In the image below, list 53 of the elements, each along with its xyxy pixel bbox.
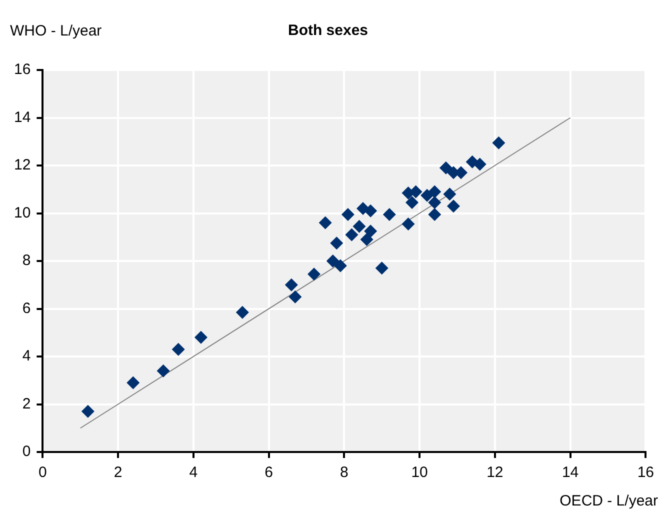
point [473, 158, 486, 171]
point [341, 208, 354, 221]
x-tick-label: 4 [189, 464, 198, 482]
point [345, 228, 358, 242]
point [428, 185, 442, 198]
x-tick-label: 16 [637, 464, 654, 482]
y-tick-label: 0 [22, 443, 31, 460]
point [308, 268, 321, 281]
chart-title: Both sexes [288, 22, 368, 40]
x-tick-label: 0 [38, 464, 47, 482]
point [126, 376, 140, 390]
x-tick-label: 8 [340, 464, 348, 482]
y-tick-label: 14 [14, 108, 31, 126]
x-tick-label: 12 [486, 464, 504, 482]
point [330, 236, 344, 250]
y-tick-label: 8 [22, 252, 31, 270]
x-axis-title: OECD - L/year [560, 492, 658, 510]
x-tick-label: 10 [411, 464, 428, 482]
point [194, 330, 208, 344]
point [375, 262, 388, 275]
point [81, 404, 94, 418]
point [402, 217, 415, 230]
point [352, 220, 366, 233]
point [443, 188, 456, 201]
y-tick-label: 4 [22, 348, 31, 365]
x-tick-label: 14 [562, 464, 579, 482]
y-tick-label: 2 [22, 395, 31, 412]
point [284, 278, 298, 292]
point [326, 254, 340, 268]
point [406, 196, 419, 210]
point [364, 204, 378, 218]
y-tick-label: 16 [14, 61, 31, 78]
y-tick-label: 10 [14, 204, 31, 222]
y-tick-label: 6 [22, 300, 31, 317]
point [236, 306, 249, 319]
point [409, 185, 422, 198]
point [439, 161, 452, 174]
point [288, 290, 302, 304]
point [364, 224, 378, 238]
x-tick-label: 2 [114, 464, 122, 482]
point [360, 233, 374, 246]
point [334, 259, 347, 272]
point [492, 136, 506, 150]
point [446, 200, 460, 213]
point [172, 342, 185, 356]
x-tick-label: 6 [264, 464, 273, 482]
y-axis-title: WHO - L/year [10, 22, 102, 40]
point [156, 364, 170, 378]
y-tick-label: 12 [14, 156, 31, 174]
point [428, 208, 442, 221]
point [318, 216, 332, 230]
point [382, 208, 396, 221]
point [428, 196, 442, 210]
